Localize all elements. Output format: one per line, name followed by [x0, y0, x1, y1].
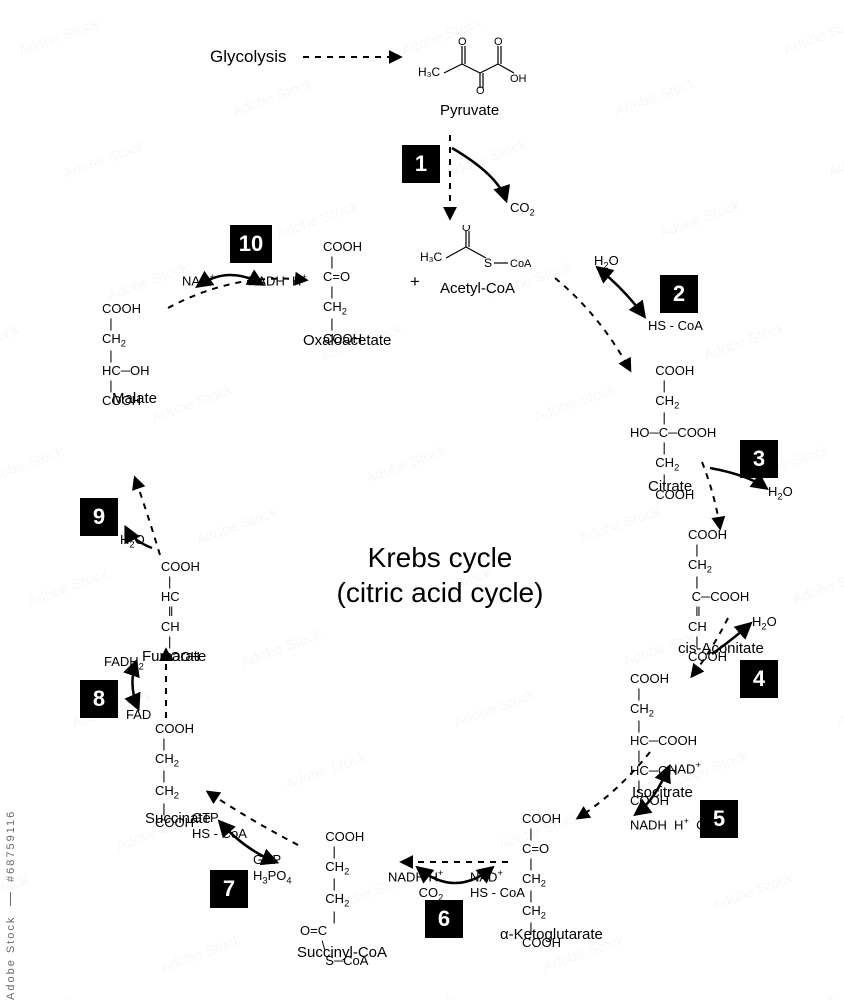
step10-out: NADH H+	[248, 272, 307, 288]
compound-aketoglutarate-label: α-Ketoglutarate	[500, 926, 603, 943]
krebs-cycle-diagram: Adobe Stock Krebs cycle (citric acid cyc…	[0, 0, 844, 1000]
step-box-1: 1	[402, 145, 440, 183]
step-box-2: 2	[660, 275, 698, 313]
compound-oxaloacetate-label: Oxaloacetate	[303, 332, 391, 349]
compound-fumarate-label: Fumarate	[142, 648, 206, 665]
step-box-4: 4	[740, 660, 778, 698]
step5-in: NAD+	[668, 760, 701, 776]
svg-text:S: S	[484, 256, 492, 270]
compound-oxaloacetate: COOH |C=O |CH2 |COOH	[323, 240, 362, 347]
svg-text:H₃C: H₃C	[418, 65, 441, 79]
step7-out: GTPHS - CoA	[192, 810, 247, 841]
compound-malate-label: Malate	[112, 390, 157, 407]
step1-out: CO2	[510, 200, 535, 218]
step4-in: H2O	[752, 614, 777, 632]
compound-acetylcoa-label: Acetyl-CoA	[440, 280, 515, 297]
step3-out: H2O	[768, 484, 793, 502]
compound-acetylcoa: H₃C O S CoA	[420, 225, 540, 279]
compound-isocitrate-label: Isocitrate	[632, 784, 693, 801]
step-box-6: 6	[425, 900, 463, 938]
step-box-10: 10	[230, 225, 272, 263]
svg-text:O: O	[462, 225, 471, 234]
step6-in: NAD+HS - CoA	[470, 868, 525, 901]
svg-text:CoA: CoA	[510, 258, 532, 270]
step6-out: NADH H+CO2	[388, 868, 443, 904]
step7-in: GDPH3PO4	[253, 852, 292, 886]
step8-out: FADH2	[104, 654, 144, 672]
step2-out: HS - CoA	[648, 318, 703, 333]
step2-in: H2O	[594, 253, 619, 271]
compound-succinylcoa-label: Succinyl-CoA	[297, 944, 387, 961]
watermark-brand: Adobe Stock	[5, 916, 17, 1000]
svg-text:H₃C: H₃C	[420, 250, 443, 264]
plus-sign: +	[410, 272, 420, 292]
compound-cisaconitate-label: cis-Aconitate	[678, 640, 764, 657]
step8-in: FAD	[126, 707, 151, 722]
watermark-id: #68759116	[5, 809, 17, 881]
step9-out: H2O	[120, 532, 145, 550]
step-box-8: 8	[80, 680, 118, 718]
compound-pyruvate-label: Pyruvate	[440, 102, 499, 119]
svg-text:O: O	[476, 85, 485, 94]
svg-text:O: O	[458, 36, 467, 48]
svg-text:O: O	[494, 36, 503, 48]
svg-text:OH: OH	[510, 73, 527, 85]
step5-out: NADH H+ CO2	[630, 816, 721, 835]
step-box-9: 9	[80, 498, 118, 536]
watermark-sidebar: Adobe Stock #68759116	[2, 0, 20, 1000]
step10-in: NAD+	[182, 272, 215, 288]
compound-citrate-label: Citrate	[648, 478, 692, 495]
step-box-3: 3	[740, 440, 778, 478]
step-box-7: 7	[210, 870, 248, 908]
compound-pyruvate: H₃C O O OH O	[418, 36, 528, 98]
